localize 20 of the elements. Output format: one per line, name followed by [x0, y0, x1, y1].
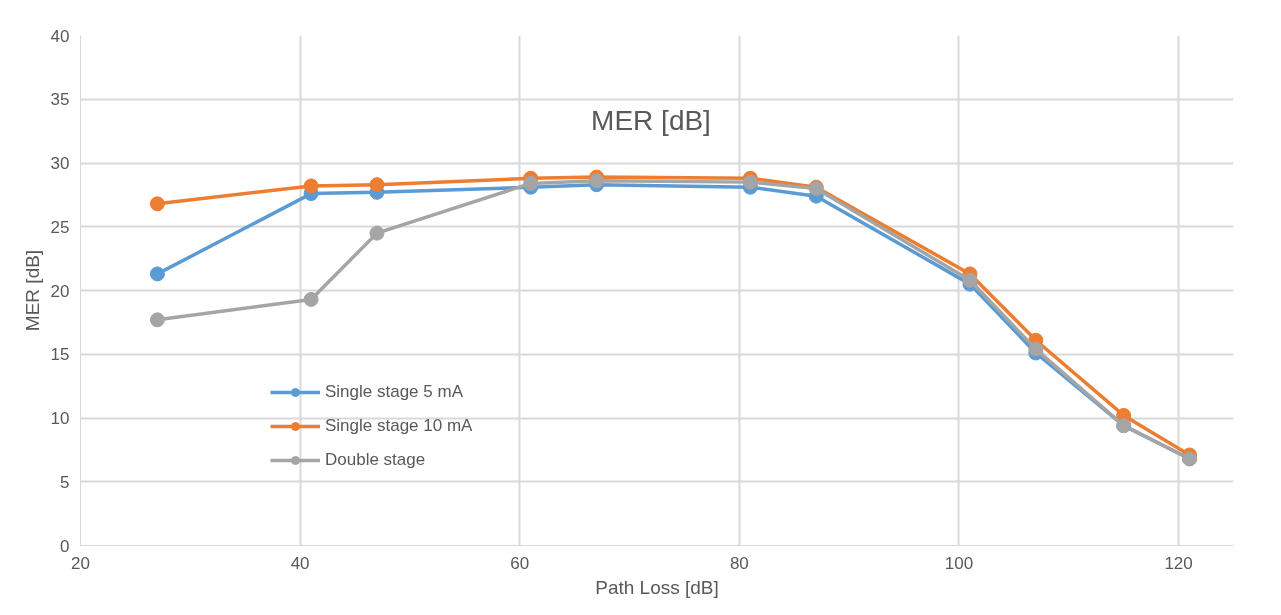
x-tick-label: 60: [510, 553, 530, 573]
x-tick-label: 100: [944, 553, 974, 573]
y-tick-label: 10: [50, 409, 70, 428]
x-tick-label: 120: [1164, 553, 1193, 573]
y-axis-title: MER [dB]: [21, 249, 43, 332]
y-tick-label: 35: [50, 90, 70, 110]
y-tick-label: 5: [60, 472, 70, 492]
y-tick-label: 20: [50, 281, 70, 301]
y-tick-label: 15: [50, 345, 70, 365]
legend-label: Double stage: [325, 450, 426, 470]
legend-label: Single stage 5 mA: [325, 382, 463, 402]
y-tick-label: 0: [60, 536, 70, 556]
legend-label: Single stage 10 mA: [325, 416, 473, 436]
x-axis-title: Path Loss [dB]: [595, 576, 719, 598]
x-tick-label: 80: [729, 553, 749, 573]
x-tick-label: 40: [290, 553, 310, 573]
y-tick-label: 25: [50, 217, 70, 237]
y-tick-label: 30: [50, 154, 70, 173]
text: MER [dB]: [591, 104, 711, 136]
y-tick-label: 40: [50, 26, 70, 46]
